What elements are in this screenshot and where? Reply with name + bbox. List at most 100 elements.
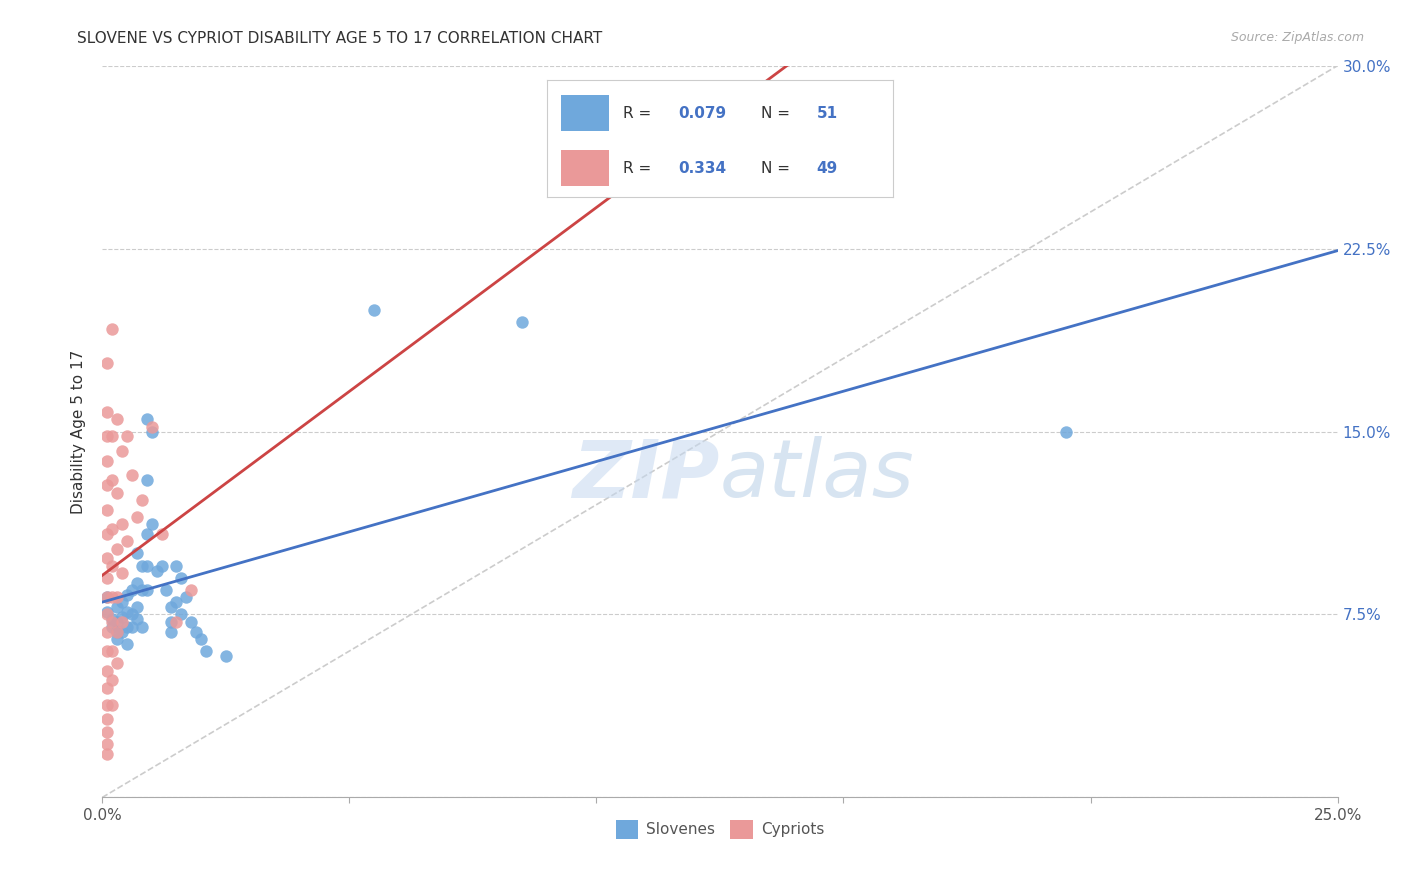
Point xyxy=(180,615,202,629)
Point xyxy=(101,615,124,629)
Point xyxy=(155,583,177,598)
Point xyxy=(131,620,153,634)
Point xyxy=(96,712,118,726)
Point xyxy=(135,412,157,426)
Point xyxy=(174,591,197,605)
Point xyxy=(125,600,148,615)
Point xyxy=(115,588,138,602)
Point xyxy=(105,615,128,629)
Point xyxy=(141,425,163,439)
Point xyxy=(215,648,238,663)
Point xyxy=(101,591,124,605)
Point xyxy=(96,698,118,712)
Point xyxy=(105,632,128,646)
Point xyxy=(121,468,143,483)
Point xyxy=(101,612,124,626)
Point xyxy=(96,607,118,622)
Point xyxy=(141,517,163,532)
Text: atlas: atlas xyxy=(720,436,915,515)
Y-axis label: Disability Age 5 to 17: Disability Age 5 to 17 xyxy=(72,350,86,514)
Point xyxy=(363,302,385,317)
Point xyxy=(105,541,128,556)
Point xyxy=(180,583,202,598)
Point xyxy=(115,605,138,619)
Point xyxy=(125,575,148,590)
Point xyxy=(101,698,124,712)
Point xyxy=(160,600,183,615)
Point xyxy=(111,517,134,532)
Point xyxy=(121,620,143,634)
Point xyxy=(105,657,128,671)
Point xyxy=(96,356,118,370)
Point xyxy=(96,405,118,419)
Point xyxy=(125,509,148,524)
Point xyxy=(96,644,118,658)
Point xyxy=(150,527,173,541)
Point xyxy=(101,522,124,536)
Point xyxy=(111,615,134,629)
Point xyxy=(125,612,148,626)
Point xyxy=(96,681,118,695)
Point xyxy=(111,595,134,609)
Point xyxy=(96,624,118,639)
Point xyxy=(131,492,153,507)
Point xyxy=(96,571,118,585)
Point xyxy=(101,473,124,487)
Point xyxy=(165,595,187,609)
Point xyxy=(105,412,128,426)
Text: ZIP: ZIP xyxy=(572,436,720,515)
Point xyxy=(121,583,143,598)
Point xyxy=(190,632,212,646)
Point xyxy=(195,644,218,658)
Point xyxy=(101,322,124,336)
Point xyxy=(1054,425,1077,439)
Point xyxy=(135,558,157,573)
Text: Source: ZipAtlas.com: Source: ZipAtlas.com xyxy=(1230,31,1364,45)
Point xyxy=(135,527,157,541)
Point xyxy=(150,558,173,573)
Point xyxy=(96,551,118,566)
Point xyxy=(105,485,128,500)
Point xyxy=(141,419,163,434)
Point xyxy=(105,591,128,605)
Point xyxy=(96,454,118,468)
Point xyxy=(96,591,118,605)
Point xyxy=(96,527,118,541)
Point xyxy=(101,620,124,634)
Point xyxy=(96,605,118,619)
Point xyxy=(510,315,533,329)
Point xyxy=(160,615,183,629)
Point xyxy=(145,564,167,578)
Point xyxy=(101,429,124,443)
Point xyxy=(115,534,138,549)
Point xyxy=(125,547,148,561)
Point xyxy=(111,624,134,639)
Point xyxy=(105,624,128,639)
Point xyxy=(135,583,157,598)
Point xyxy=(170,607,193,622)
Point xyxy=(101,558,124,573)
Point xyxy=(115,637,138,651)
Point xyxy=(96,429,118,443)
Point xyxy=(135,473,157,487)
Point xyxy=(105,600,128,615)
Point xyxy=(160,624,183,639)
Point xyxy=(96,664,118,678)
Point xyxy=(96,591,118,605)
Point xyxy=(96,747,118,761)
Point xyxy=(96,502,118,516)
Point xyxy=(165,615,187,629)
Point xyxy=(115,429,138,443)
Point xyxy=(96,724,118,739)
Point xyxy=(111,566,134,580)
Point xyxy=(101,644,124,658)
Point xyxy=(111,610,134,624)
Point xyxy=(96,478,118,492)
Point xyxy=(170,571,193,585)
Point xyxy=(131,558,153,573)
Point xyxy=(121,607,143,622)
Point xyxy=(184,624,207,639)
Point xyxy=(101,673,124,688)
Legend: Slovenes, Cypriots: Slovenes, Cypriots xyxy=(609,814,831,845)
Point xyxy=(111,444,134,458)
